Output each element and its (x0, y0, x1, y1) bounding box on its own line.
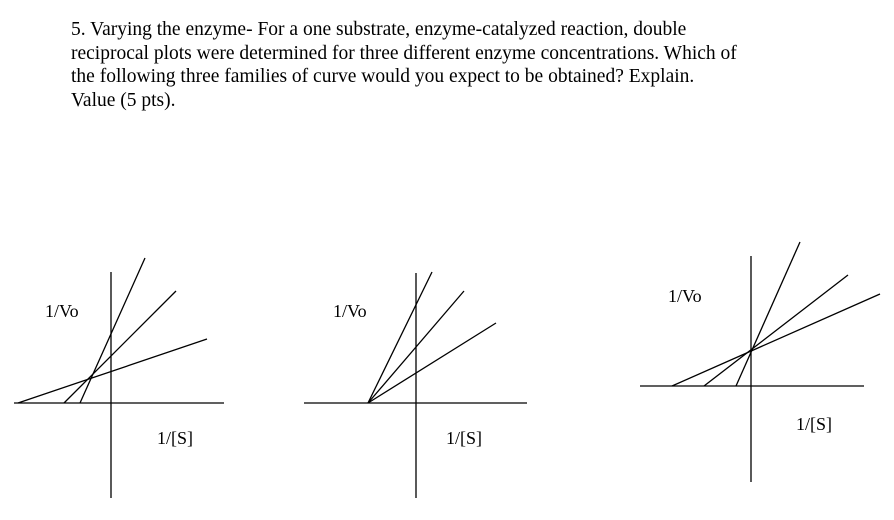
plot-b (304, 271, 527, 498)
question-line-3: the following three families of curve wo… (71, 66, 695, 87)
question-text: 5. Varying the enzyme- For a one substra… (71, 18, 871, 112)
question-line-1: 5. Varying the enzyme- For a one substra… (71, 19, 687, 40)
plot-c-line-shallow (671, 293, 881, 387)
plot-b-xlabel: 1/[S] (446, 428, 482, 448)
plot-b-line-shallow (367, 322, 497, 404)
plot-a-line-steep (79, 257, 146, 404)
plot-a-xlabel: 1/[S] (157, 428, 193, 448)
plot-c-line-steep (735, 241, 801, 387)
question-line-2: reciprocal plots were determined for thr… (71, 42, 737, 64)
plot-a-ylabel: 1/Vo (45, 301, 79, 321)
plot-a (14, 257, 224, 498)
question-line-4: Value (5 pts). (71, 89, 176, 111)
plot-a-line-medium (63, 290, 177, 404)
plot-b-ylabel: 1/Vo (333, 301, 367, 321)
plot-b-line-steep (367, 271, 433, 404)
plot-b-line-medium (367, 290, 465, 404)
plot-c-xlabel: 1/[S] (796, 414, 832, 434)
plot-c (640, 241, 881, 482)
plot-a-line-shallow (17, 338, 208, 404)
plot-c-ylabel: 1/Vo (668, 286, 702, 306)
plot-c-line-medium (703, 274, 849, 387)
